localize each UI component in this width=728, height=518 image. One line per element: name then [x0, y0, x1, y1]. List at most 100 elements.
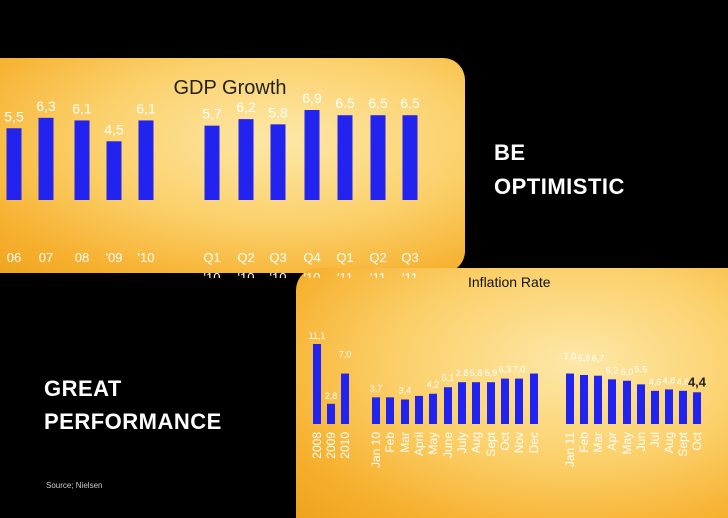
inflation-bar: [623, 380, 631, 424]
inflation-data-label: 5.5: [635, 364, 648, 374]
inflation-tick-label: Feb: [577, 432, 591, 453]
inflation-tick-label: Mar: [591, 432, 605, 453]
gdp-data-label: 5,5: [4, 108, 24, 124]
inflation-tick-label: Jan 10: [369, 432, 383, 468]
inflation-tick-label: Oct: [498, 431, 512, 450]
inflation-data-label: 6,0: [621, 367, 634, 377]
gdp-data-label: 6,1: [72, 100, 92, 116]
inflation-data-label: 5,1: [442, 373, 455, 383]
inflation-data-label: 11,1: [309, 331, 326, 341]
inflation-bar: [372, 397, 380, 424]
inflation-tick-label: April: [412, 432, 426, 456]
inflation-data-label: 4,4: [688, 374, 707, 389]
inflation-tick-label: Aug: [469, 432, 483, 453]
inflation-tick-label: May: [426, 432, 440, 455]
inflation-data-label: 2,8: [325, 391, 338, 401]
inflation-bar: [401, 399, 409, 424]
gdp-tick-label: '09: [106, 250, 123, 265]
gdp-bar: [138, 120, 154, 200]
gdp-bar: [74, 120, 90, 200]
inflation-bar: [386, 397, 394, 424]
gdp-tick-label: 06: [7, 250, 21, 265]
inflation-bar: [566, 373, 574, 424]
gdp-data-label: 6,1: [136, 100, 156, 116]
inflation-tick-label: July: [455, 432, 469, 453]
headline-great-line2: PERFORMANCE: [44, 409, 222, 434]
inflation-data-label: 4,2: [427, 380, 440, 390]
inflation-bar: [594, 375, 602, 424]
inflation-tick-label: Aug: [662, 432, 676, 453]
inflation-bar: [444, 387, 452, 424]
gdp-tick-label: Q4: [303, 250, 320, 265]
inflation-bar: [501, 378, 509, 424]
gdp-bar: [238, 119, 254, 200]
gdp-tick-label: '10: [138, 250, 155, 265]
gdp-data-label: 6,5: [400, 95, 420, 111]
inflation-data-label: 5,9: [485, 368, 498, 378]
headline-great-line1: GREAT: [44, 376, 122, 401]
gdp-tick-label: '11: [370, 270, 386, 278]
inflation-tick-label: Mar: [398, 432, 412, 453]
gdp-bar: [304, 110, 320, 200]
inflation-tick-label: Nov: [512, 432, 526, 453]
inflation-tick-label: June: [441, 432, 455, 458]
inflation-tick-label: Jan 11: [563, 432, 577, 467]
gdp-tick-label: Q3: [269, 250, 286, 265]
inflation-bar: [580, 374, 588, 424]
inflation-tick-label: Apr: [605, 432, 619, 451]
gdp-data-label: 6.5: [335, 95, 355, 111]
gdp-tick-label: Q1: [203, 250, 220, 265]
inflation-data-label: 6,2: [606, 365, 619, 375]
inflation-bar: [327, 403, 335, 424]
headline-be-line2: OPTIMISTIC: [494, 174, 625, 199]
inflation-data-label: 5,8: [470, 368, 483, 378]
gdp-tick-label: Q2: [369, 250, 386, 265]
inflation-data-label: 6,3: [499, 365, 512, 375]
gdp-data-label: 5,7: [202, 106, 222, 122]
inflation-data-label: 3,4: [399, 385, 412, 395]
inflation-bar: [651, 390, 659, 424]
inflation-data-label: 6,7: [592, 354, 605, 364]
gdp-tick-label: '10: [204, 270, 221, 278]
inflation-bar: [458, 382, 466, 424]
inflation-bar: [530, 373, 538, 424]
inflation-bar: [637, 384, 645, 424]
inflation-data-label: 3,7: [370, 383, 383, 393]
great-performance-headline: GREAT PERFORMANCE: [44, 372, 222, 438]
inflation-data-label: 4,6: [677, 377, 690, 387]
inflation-data-label: 4,6: [649, 377, 662, 387]
inflation-chart-title: Inflation Rate: [468, 274, 551, 290]
inflation-bar: [472, 382, 480, 424]
inflation-data-label: 2.8: [456, 368, 469, 378]
inflation-bar: [608, 379, 616, 424]
headline-be-line1: BE: [494, 140, 526, 165]
gdp-tick-label: '10: [238, 270, 255, 278]
gdp-tick-label: '11: [337, 270, 353, 278]
gdp-bar: [204, 125, 220, 200]
gdp-tick-label: 07: [39, 250, 53, 265]
gdp-data-label: 6,9: [302, 90, 322, 106]
gdp-tick-label: '10: [270, 270, 287, 278]
source-note: Source; Nielsen: [46, 481, 103, 490]
gdp-tick-label: Q3: [401, 250, 418, 265]
gdp-data-label: 6,3: [36, 98, 56, 114]
inflation-tick-label: May: [620, 432, 634, 455]
gdp-bar: [270, 124, 286, 200]
chart-title: GDP Growth: [174, 77, 287, 99]
gdp-bar: [402, 115, 418, 200]
inflation-bar: [515, 378, 523, 424]
gdp-tick-label: Q1: [336, 250, 353, 265]
gdp-tick-label: 08: [75, 250, 89, 265]
gdp-tick-label: Q2: [237, 250, 254, 265]
inflation-tick-label: Jun: [634, 432, 648, 451]
gdp-bar: [106, 141, 122, 200]
inflation-bar: [313, 344, 321, 424]
inflation-bar: [429, 393, 437, 424]
inflation-data-label: 6,8: [578, 353, 591, 363]
inflation-bar: [415, 395, 423, 424]
be-optimistic-headline: BE OPTIMISTIC: [494, 136, 625, 204]
gdp-tick-label: '11: [402, 270, 418, 278]
inflation-bar: [341, 373, 349, 424]
gdp-data-label: 5,8: [268, 104, 288, 120]
